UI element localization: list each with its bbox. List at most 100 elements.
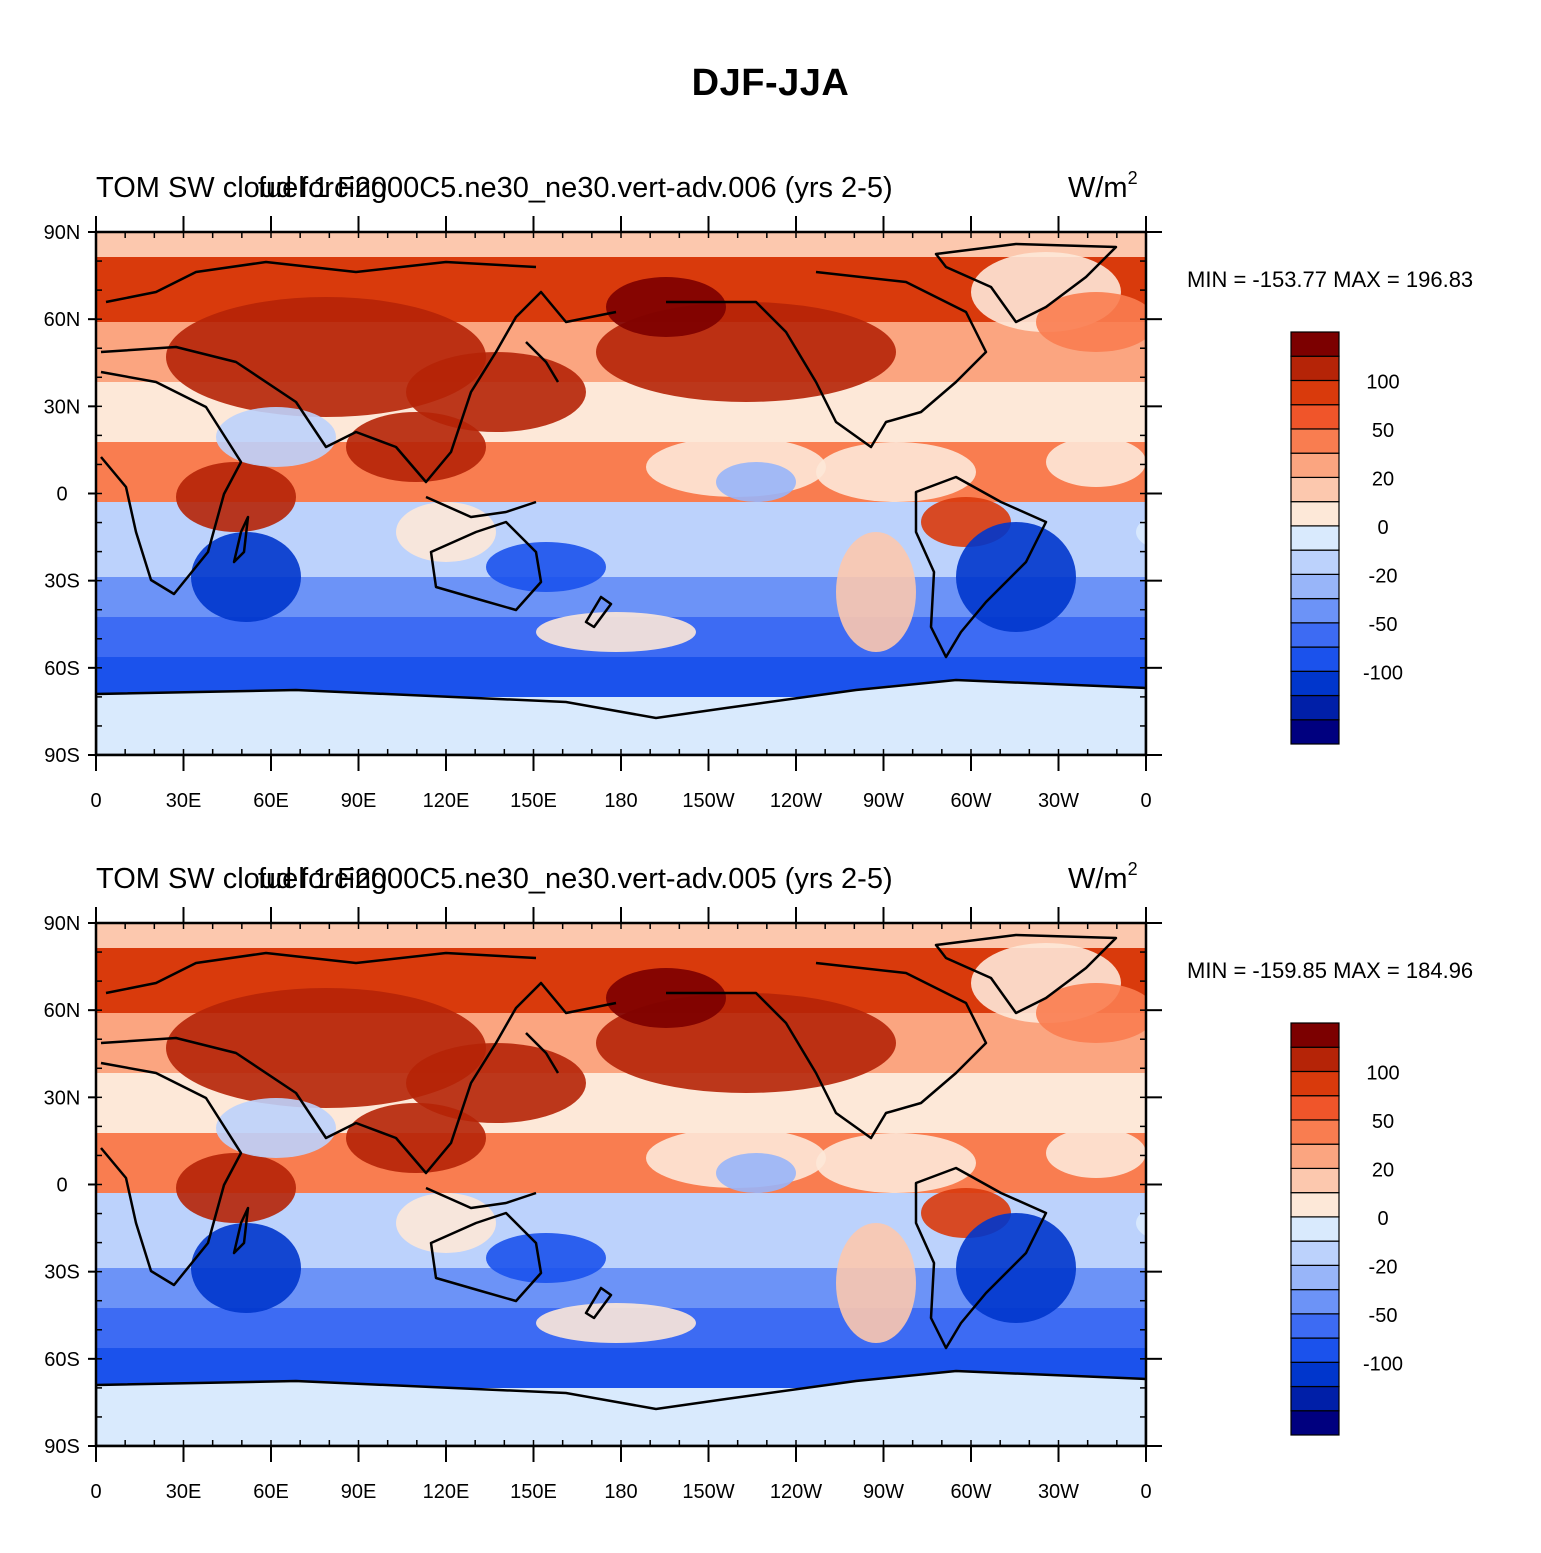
colorbar-label: 0 [1377, 1208, 1388, 1230]
lon-label: 150W [682, 790, 734, 812]
lon-label: 0 [90, 1481, 101, 1503]
lon-label: 120W [770, 1481, 822, 1503]
colorbar-segment [1290, 1361, 1340, 1388]
lon-label: 30E [166, 1481, 202, 1503]
lon-label: 60E [253, 790, 289, 812]
colorbar-label: -50 [1369, 614, 1398, 636]
lon-label: 0 [1140, 790, 1151, 812]
colorbar-label: 20 [1372, 1159, 1394, 1181]
antarctica-outline [96, 1369, 1146, 1446]
lon-label: 90E [341, 790, 377, 812]
colorbar-segment [1290, 646, 1340, 672]
colorbar-segment [1290, 331, 1340, 357]
colorbar-segment [1290, 525, 1340, 551]
colorbar-segment [1290, 501, 1340, 527]
lon-label: 150E [510, 790, 557, 812]
colorbar-label: 0 [1377, 517, 1388, 539]
lat-label: 90N [44, 913, 81, 935]
field-layer [96, 232, 1146, 755]
colorbar-label: -50 [1369, 1305, 1398, 1327]
lon-label: 180 [604, 790, 637, 812]
colorbar-label: -100 [1363, 1353, 1403, 1375]
lon-label: 150W [682, 1481, 734, 1503]
lat-label: 60N [44, 1000, 81, 1022]
colorbar-label: 50 [1372, 1111, 1394, 1133]
lat-label: 60N [44, 309, 81, 331]
lat-label: 90N [44, 222, 81, 244]
panel-top: TOM SW cloud forcing fuel 1 F2000C5.ne30… [0, 168, 1541, 862]
colorbar-segment [1290, 452, 1340, 479]
lat-label: 60S [44, 1349, 80, 1371]
map-plot: 90N 60N 30N 0 30S 60S 90S 0 30E 60E 90E 120E 150E 180… [44, 907, 1403, 1503]
minmax-label: MIN = -159.85 MAX = 184.96 [1187, 958, 1474, 983]
minmax-label: MIN = -153.77 MAX = 196.83 [1187, 267, 1474, 292]
colorbar-segment [1290, 1192, 1340, 1218]
colorbar-label: -100 [1363, 662, 1403, 684]
colorbar-segment [1290, 1240, 1340, 1266]
colorbar-segment [1290, 379, 1340, 406]
lon-label: 120E [423, 790, 470, 812]
colorbar-segment [1290, 1046, 1340, 1073]
colorbar-segment [1290, 1095, 1340, 1121]
lon-label: 60W [950, 1481, 991, 1503]
colorbar-segment [1290, 622, 1340, 648]
lat-label: 90S [44, 1436, 80, 1458]
colorbar-segment [1290, 573, 1340, 600]
lon-label: 120W [770, 790, 822, 812]
colorbar-segment [1290, 1385, 1340, 1412]
colorbar-segment [1290, 597, 1340, 624]
lat-label: 0 [56, 1175, 67, 1197]
panel-units: W/m2 [1068, 168, 1138, 204]
colorbar-segment [1290, 1143, 1340, 1170]
colorbar-segment [1290, 670, 1340, 697]
lon-label: 60W [950, 790, 991, 812]
lat-label: 30N [44, 396, 81, 418]
lon-label: 30W [1038, 790, 1079, 812]
colorbar-segment [1290, 1288, 1340, 1315]
colorbar-label: -20 [1369, 565, 1398, 587]
panel-center-title: fuel 1 F2000C5.ne30_ne30.vert-adv.005 (y… [258, 863, 893, 895]
colorbar-segment [1290, 549, 1340, 575]
map-plot: 90N 60N 30N 0 30S 60S 90S 0 30E 60E 90E 120E 150E 180… [44, 216, 1403, 812]
colorbar-label: 50 [1372, 420, 1394, 442]
colorbar-segment [1290, 1313, 1340, 1339]
coastlines [100, 242, 1118, 659]
main-title: DJF-JJA [691, 62, 850, 104]
lon-label: 30W [1038, 1481, 1079, 1503]
colorbar-segment [1290, 694, 1340, 721]
colorbar-label: 100 [1366, 371, 1399, 393]
lon-label: 150E [510, 1481, 557, 1503]
panel-bottom: TOM SW cloud forcing fuel 1 F2000C5.ne30… [0, 859, 1541, 1553]
lat-label: 60S [44, 658, 80, 680]
colorbar-segment [1290, 1119, 1340, 1145]
lon-label: 90E [341, 1481, 377, 1503]
panel-units: W/m2 [1068, 859, 1138, 895]
lat-label: 30N [44, 1087, 81, 1109]
colorbar-label: 20 [1372, 468, 1394, 490]
lon-label: 30E [166, 790, 202, 812]
lat-label: 0 [56, 484, 67, 506]
lon-label: 60E [253, 1481, 289, 1503]
lon-label: 90W [863, 790, 904, 812]
colorbar: 100 50 20 0 -20 -50 -100 [1290, 1022, 1403, 1436]
lon-label: 0 [90, 790, 101, 812]
panel-center-title: fuel 1 F2000C5.ne30_ne30.vert-adv.006 (y… [258, 172, 893, 204]
lon-label: 0 [1140, 1481, 1151, 1503]
colorbar-segment [1290, 355, 1340, 382]
lat-label: 90S [44, 745, 80, 767]
colorbar-segment [1290, 719, 1340, 745]
colorbar-segment [1290, 1022, 1340, 1048]
colorbar-segment [1290, 1216, 1340, 1242]
field-layer [96, 923, 1146, 1446]
colorbar-segment [1290, 1264, 1340, 1291]
colorbar-segment [1290, 1070, 1340, 1097]
lat-label: 30S [44, 571, 80, 593]
lon-label: 120E [423, 1481, 470, 1503]
colorbar-segment [1290, 476, 1340, 503]
lon-label: 90W [863, 1481, 904, 1503]
colorbar-segment [1290, 1410, 1340, 1436]
panel-left-title: TOM SW cloud forcing [96, 863, 388, 895]
colorbar-label: -20 [1369, 1256, 1398, 1278]
antarctica-outline [96, 678, 1146, 755]
colorbar-segment [1290, 404, 1340, 430]
